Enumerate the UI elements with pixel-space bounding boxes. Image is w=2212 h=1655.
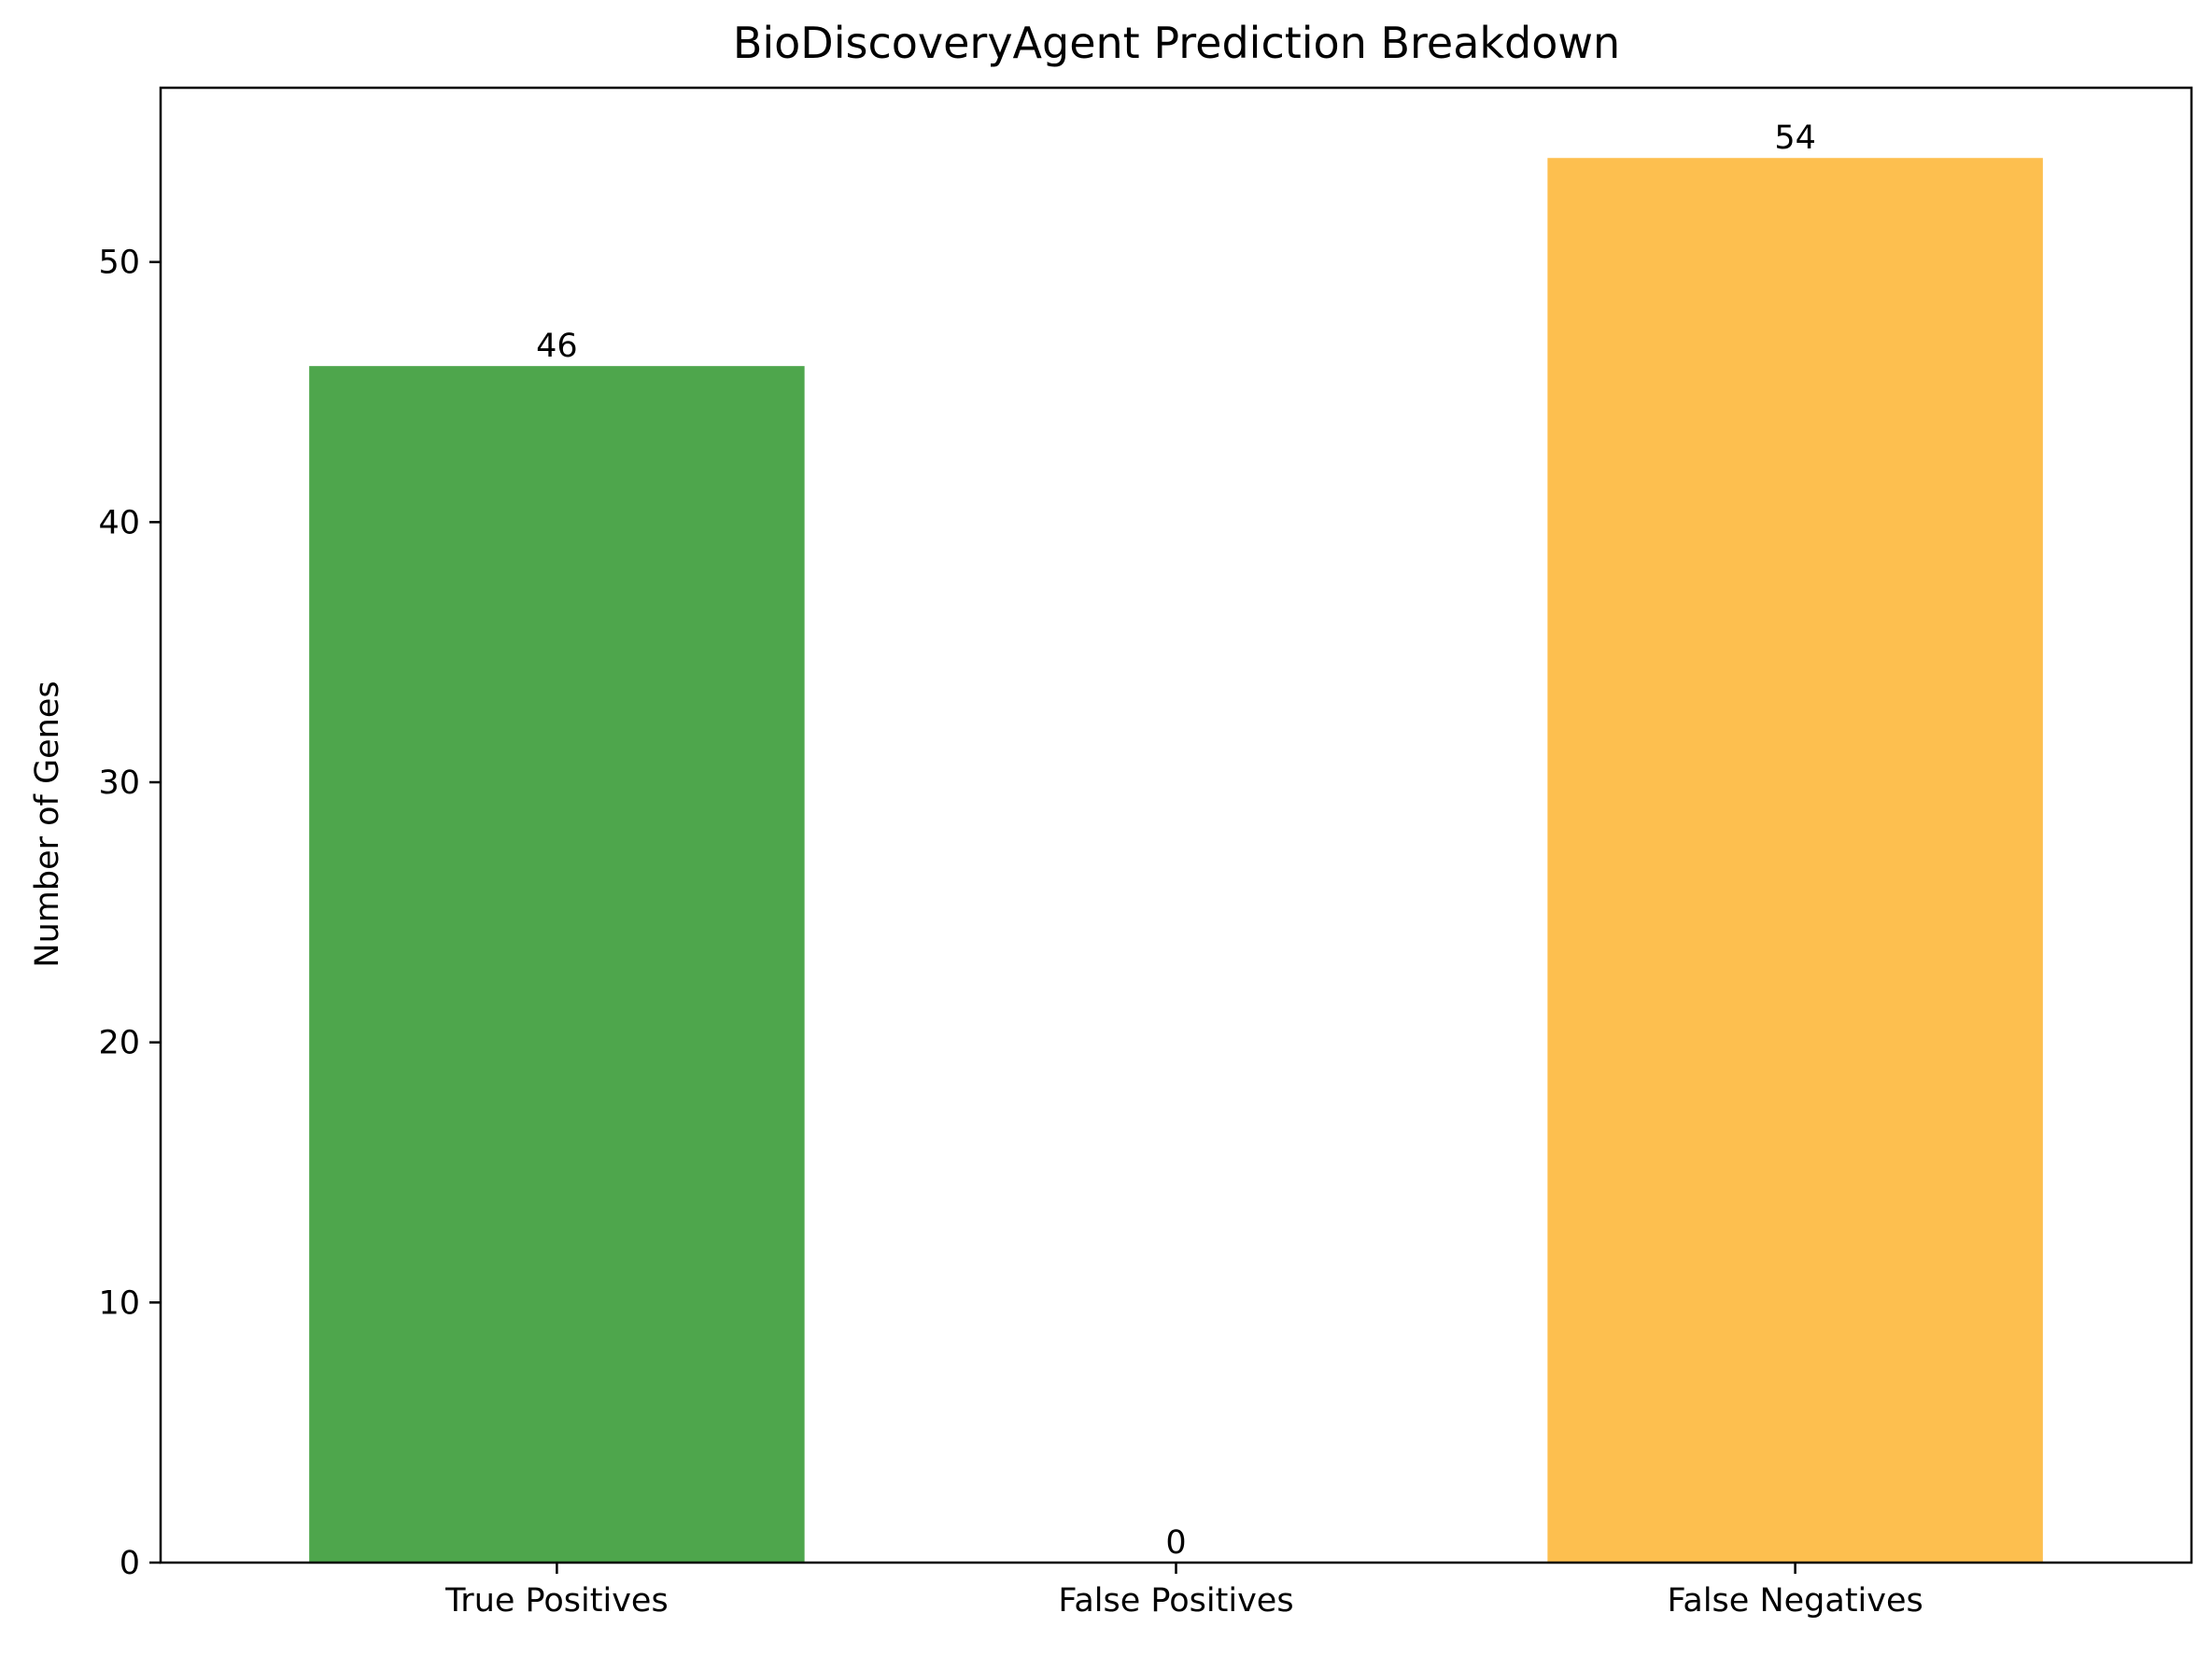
y-tick-label: 50 [98,245,140,282]
y-tick-label: 0 [120,1545,140,1582]
plot-frame [159,86,2193,1564]
bar [309,366,805,1563]
bar-value-label: 0 [1165,1524,1186,1562]
y-tick-label: 10 [98,1284,140,1322]
chart-title: BioDiscoveryAgent Prediction Breakdown [733,18,1620,68]
y-axis-label: Number of Genes [29,680,66,967]
y-tick-label: 40 [98,504,140,541]
bar-value-label: 46 [536,328,578,365]
bar [1547,158,2043,1564]
x-tick-label: True Positives [444,1582,669,1620]
bar-value-label: 54 [1774,119,1816,157]
y-tick-label: 20 [98,1025,140,1062]
plot-area: True Positives 46 False Positives 0 False Ne… [98,119,2043,1620]
x-tick-label: False Negatives [1667,1582,1923,1620]
x-tick-label: False Positives [1058,1582,1293,1620]
y-tick-label: 30 [98,764,140,802]
